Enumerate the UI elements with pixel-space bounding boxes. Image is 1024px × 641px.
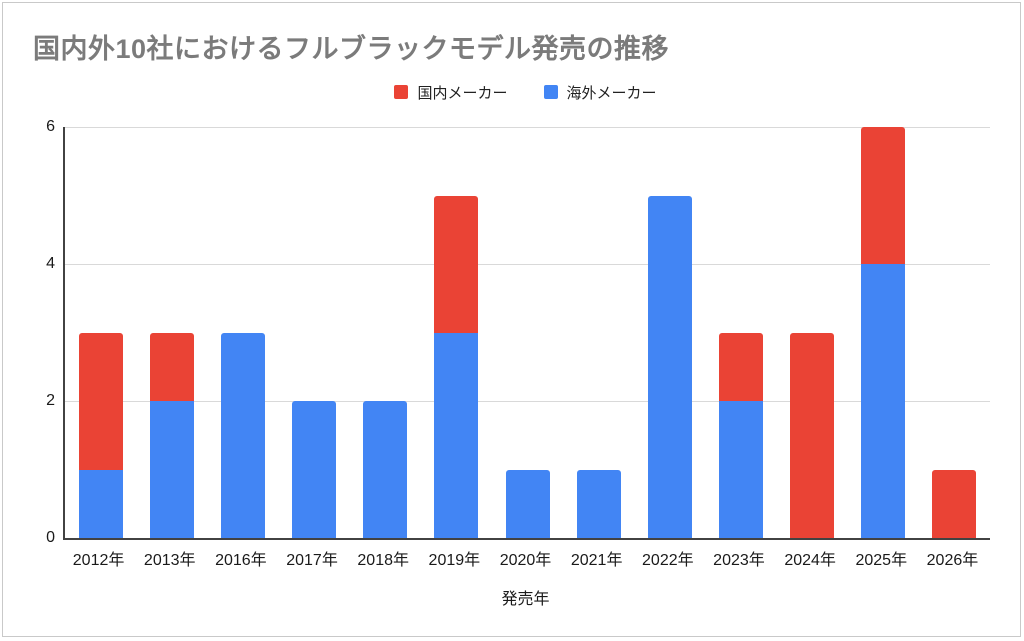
- bar-slot: [919, 127, 990, 538]
- bar-stack-2013年: [149, 127, 194, 538]
- bar-segment: [576, 469, 621, 538]
- gridline: [65, 401, 990, 403]
- y-tick-label: 4: [46, 255, 55, 273]
- bar-segment: [505, 469, 550, 538]
- legend-item-1: 海外メーカー: [543, 82, 657, 103]
- bar-segment: [149, 332, 194, 402]
- bar-slot: [848, 127, 919, 538]
- bar-stack-2017年: [292, 127, 337, 538]
- bar-segment: [718, 332, 763, 402]
- bar-segment: [790, 332, 835, 538]
- chart-title: 国内外10社におけるフルブラックモデル発売の推移: [33, 34, 670, 64]
- gridline: [65, 127, 990, 128]
- bar-slot: [634, 127, 705, 538]
- legend-swatch-icon: [543, 85, 558, 99]
- bars-container: [65, 127, 990, 538]
- bar-stack-2020年: [505, 127, 550, 538]
- bar-segment: [78, 469, 123, 538]
- bar-slot: [207, 127, 278, 538]
- bar-slot: [705, 127, 776, 538]
- bar-slot: [492, 127, 563, 538]
- legend-label: 国内メーカー: [417, 84, 508, 102]
- gridline: [65, 264, 990, 266]
- bar-segment: [718, 401, 763, 538]
- bar-slot: [563, 127, 634, 538]
- bar-segment: [149, 401, 194, 538]
- x-tick-label: 2024年: [784, 552, 836, 569]
- x-axis-labels: 2012年 2013年 2016年 2017年 2018年 2019年 2020年 2021年…: [63, 546, 988, 570]
- x-tick-label: 2018年: [357, 552, 409, 569]
- bar-stack-2021年: [576, 127, 621, 538]
- bar-segment: [78, 332, 123, 470]
- plot-area: [63, 127, 990, 540]
- legend-swatch-icon: [394, 85, 409, 99]
- bar-stack-2016年: [220, 127, 265, 538]
- x-tick-label: 2019年: [428, 552, 481, 569]
- y-tick-label: 2: [46, 392, 55, 410]
- bar-slot: [278, 127, 349, 538]
- bar-stack-2026年: [932, 127, 977, 538]
- bar-stack-2025年: [861, 127, 906, 538]
- bar-segment: [434, 332, 479, 538]
- bar-stack-2012年: [78, 127, 123, 538]
- y-tick-label: 6: [46, 118, 55, 135]
- legend: 国内メーカー 海外メーカー: [63, 82, 988, 102]
- bar-stack-2023年: [718, 127, 763, 538]
- legend-label: 海外メーカー: [566, 84, 657, 102]
- x-tick-label: 2021年: [570, 552, 623, 569]
- x-tick-label: 2017年: [286, 552, 338, 569]
- bar-slot: [65, 127, 136, 538]
- x-tick-label: 2026年: [926, 552, 979, 569]
- x-tick-label: 2016年: [215, 552, 267, 569]
- bar-segment: [861, 264, 906, 538]
- bar-slot: [421, 127, 492, 538]
- x-tick-label: 2023年: [713, 552, 765, 569]
- bar-slot: [350, 127, 421, 538]
- x-tick-label: 2022年: [642, 552, 694, 569]
- x-tick-label: 2025年: [855, 552, 908, 569]
- bar-segment: [861, 127, 906, 265]
- legend-item-0: 国内メーカー: [394, 82, 508, 103]
- bar-segment: [434, 195, 479, 333]
- bar-segment: [932, 469, 977, 538]
- y-tick-label: 0: [46, 529, 55, 546]
- bar-segment: [363, 401, 408, 538]
- x-tick-label: 2012年: [72, 552, 125, 569]
- bar-stack-2024年: [790, 127, 835, 538]
- bar-stack-2022年: [647, 127, 692, 538]
- y-axis-labels: 0 2 4 6: [0, 118, 55, 546]
- x-tick-label: 2013年: [143, 552, 196, 569]
- x-tick-label: 2020年: [499, 552, 552, 569]
- bar-segment: [220, 332, 265, 538]
- bar-stack-2019年: [434, 127, 479, 538]
- bar-slot: [777, 127, 848, 538]
- bar-segment: [292, 401, 337, 538]
- bar-segment: [647, 195, 692, 538]
- bar-stack-2018年: [363, 127, 408, 538]
- bar-slot: [136, 127, 207, 538]
- x-axis-title: 発売年: [501, 591, 550, 608]
